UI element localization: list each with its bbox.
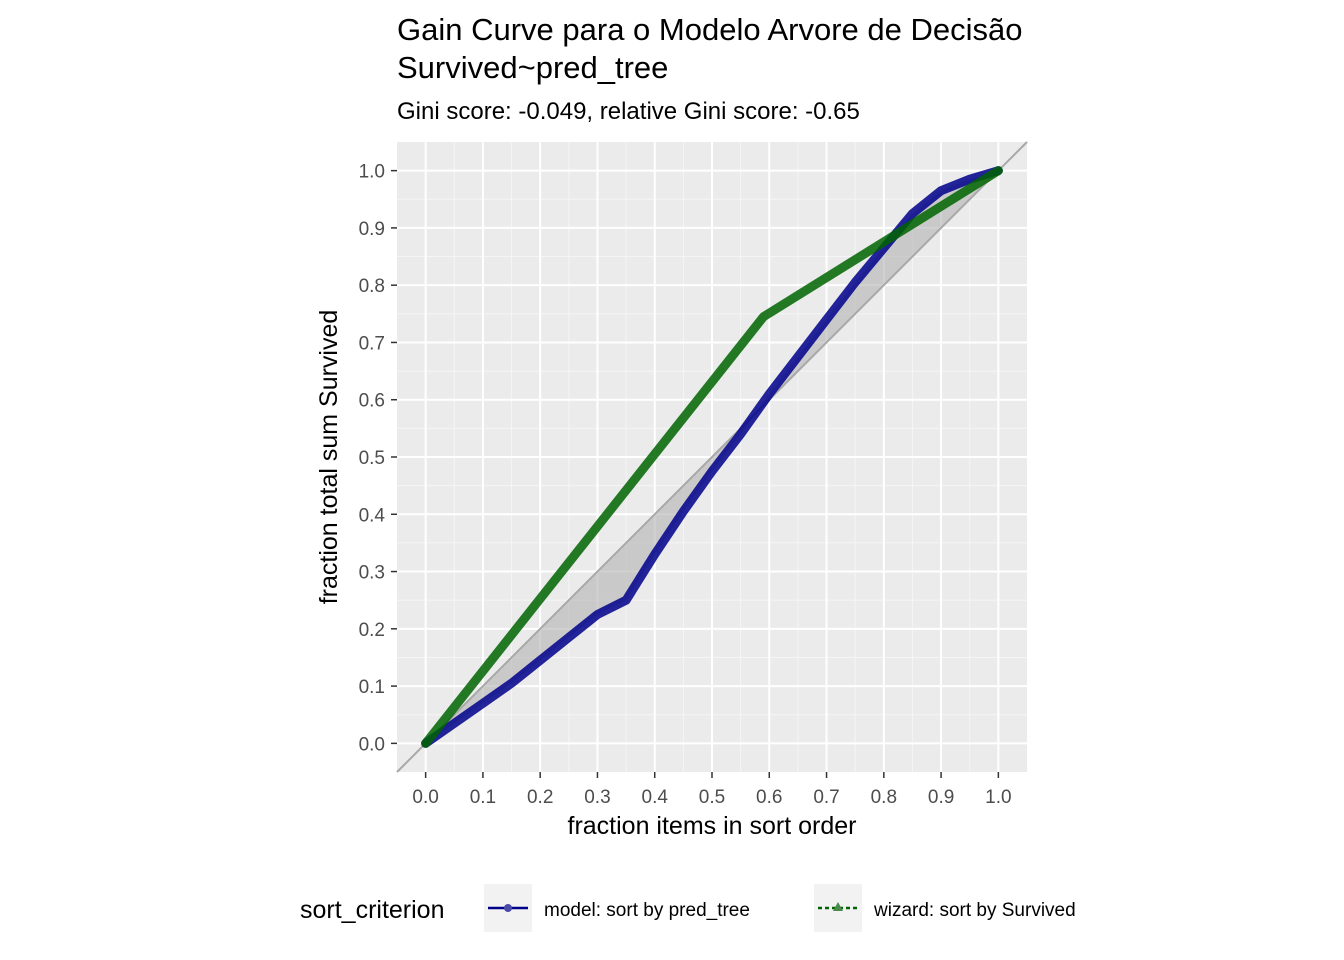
legend-title: sort_criterion <box>300 896 445 924</box>
y-tick-label: 0.1 <box>359 677 385 698</box>
grid-major <box>397 142 1027 772</box>
y-tick-label: 0.3 <box>359 563 385 584</box>
y-axis-title: fraction total sum Survived <box>315 310 343 605</box>
legend: sort_criterion model: sort by pred_tree … <box>300 884 1076 932</box>
reference-diagonal-line <box>396 141 1028 773</box>
y-tick-label: 0.6 <box>359 391 385 412</box>
x-axis-title: fraction items in sort order <box>568 812 857 840</box>
y-tick-label: 0.9 <box>359 219 385 240</box>
y-tick-label: 0.2 <box>359 620 385 641</box>
y-tick-label: 0.7 <box>359 333 385 354</box>
x-tick-label: 0.4 <box>642 787 669 808</box>
x-tick-label: 0.8 <box>871 787 897 808</box>
x-tick-label: 0.6 <box>756 787 782 808</box>
y-tick-label: 0.8 <box>359 276 385 297</box>
legend-label-model: model: sort by pred_tree <box>544 900 750 921</box>
series-layer <box>421 166 1003 748</box>
x-tick-label: 0.7 <box>813 787 839 808</box>
x-tick-label: 0.0 <box>412 787 438 808</box>
legend-point-wizard <box>833 902 843 911</box>
legend-point-model <box>504 904 512 912</box>
chart-subtitle: Gini score: -0.049, relative Gini score:… <box>397 98 860 125</box>
y-tick-label: 0.0 <box>359 734 385 755</box>
x-tick-label: 0.5 <box>699 787 725 808</box>
legend-item-model: model: sort by pred_tree <box>484 884 750 932</box>
x-tick-label: 0.9 <box>928 787 954 808</box>
x-tick-label: 0.3 <box>584 787 610 808</box>
x-tick-label: 0.1 <box>470 787 496 808</box>
x-tick-label: 0.2 <box>527 787 553 808</box>
chart-title-line2: Survived~pred_tree <box>397 50 668 85</box>
series-line-1 <box>421 166 1003 748</box>
y-tick-label: 0.4 <box>359 505 386 526</box>
y-tick-label: 1.0 <box>359 162 385 183</box>
x-axis-ticks: 0.0 0.1 0.2 0.3 0.4 0.5 0.6 0.7 0.8 0.9 1.0 <box>412 772 1012 808</box>
y-axis-ticks: 0.0 0.1 0.2 0.3 0.4 0.5 0.6 0.7 0.8 0.9 1.0 <box>359 162 397 755</box>
legend-item-wizard: wizard: sort by Survived <box>814 884 1076 932</box>
x-tick-label: 1.0 <box>985 787 1011 808</box>
chart-title-line1: Gain Curve para o Modelo Arvore de Decis… <box>397 12 1023 47</box>
legend-label-wizard: wizard: sort by Survived <box>873 900 1076 921</box>
y-tick-label: 0.5 <box>359 448 385 469</box>
